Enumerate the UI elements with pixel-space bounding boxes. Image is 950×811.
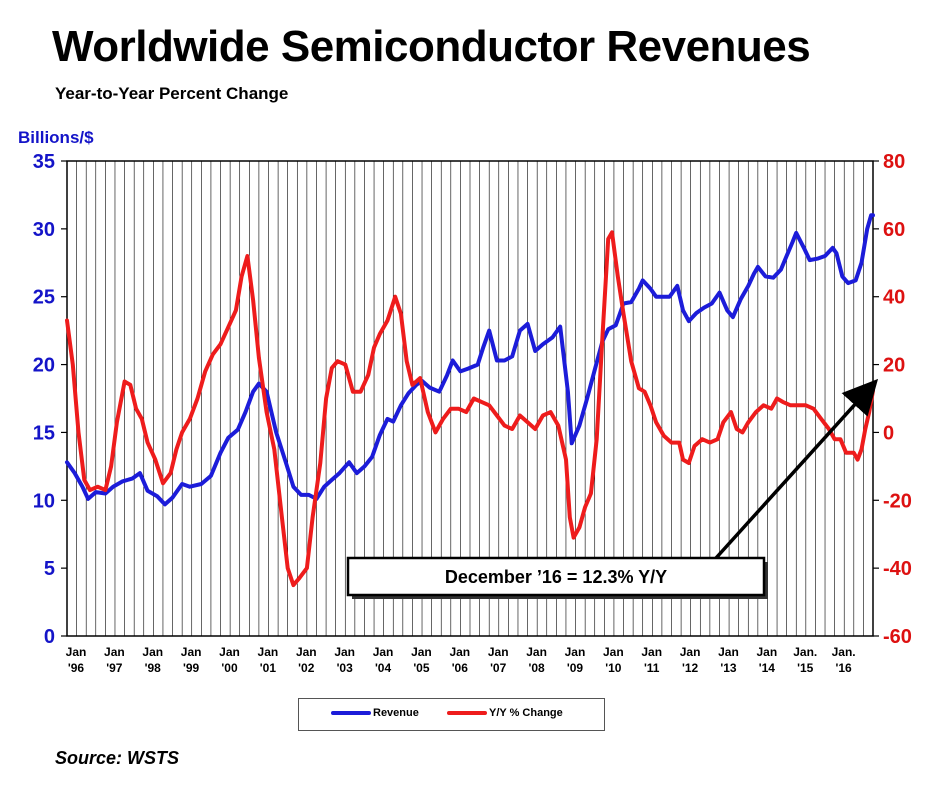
x-tick-label-year: '08 bbox=[528, 661, 545, 675]
series-lines bbox=[65, 213, 875, 588]
right-tick-label: 60 bbox=[883, 219, 905, 241]
left-tick-label: 35 bbox=[33, 151, 55, 173]
right-tick-label: -40 bbox=[883, 558, 912, 580]
revenue-line bbox=[65, 213, 875, 507]
x-tick-label-year: '04 bbox=[375, 661, 392, 675]
x-tick-label-month: Jan bbox=[66, 645, 87, 659]
x-tick-label-year: '12 bbox=[682, 661, 699, 675]
x-tick-label-year: '96 bbox=[68, 661, 85, 675]
legend-swatch-yoy bbox=[447, 711, 487, 715]
chart-subtitle: Year-to-Year Percent Change bbox=[55, 84, 289, 103]
x-tick-label-year: '16 bbox=[836, 661, 853, 675]
x-tick-label-month: Jan bbox=[680, 645, 701, 659]
x-tick-label-month: Jan bbox=[526, 645, 547, 659]
x-tick-label-year: '01 bbox=[260, 661, 277, 675]
x-tick-label-month: Jan bbox=[603, 645, 624, 659]
legend-item-yoy: Y/Y % Change bbox=[447, 707, 563, 719]
legend-label-revenue: Revenue bbox=[373, 707, 419, 719]
x-tick-label-month: Jan bbox=[104, 645, 125, 659]
x-tick-label-month: Jan. bbox=[793, 645, 817, 659]
annotation-box bbox=[346, 556, 766, 597]
right-tick-label: -20 bbox=[883, 490, 912, 512]
legend-swatch-revenue bbox=[331, 711, 371, 715]
x-tick-label-month: Jan bbox=[757, 645, 778, 659]
x-tick-label-month: Jan bbox=[449, 645, 470, 659]
x-tick-label-year: '98 bbox=[145, 661, 162, 675]
x-tick-label-year: '15 bbox=[797, 661, 814, 675]
x-tick-label-month: Jan bbox=[334, 645, 355, 659]
x-tick-label-year: '03 bbox=[337, 661, 354, 675]
x-tick-label-month: Jan. bbox=[832, 645, 856, 659]
annotation-text: December ’16 = 12.3% Y/Y bbox=[445, 567, 667, 587]
left-tick-label: 10 bbox=[33, 490, 55, 512]
x-tick-label-month: Jan bbox=[181, 645, 202, 659]
x-tick-label-month: Jan bbox=[219, 645, 240, 659]
x-tick-label-year: '09 bbox=[567, 661, 584, 675]
x-tick-label-year: '05 bbox=[413, 661, 430, 675]
left-tick-label: 0 bbox=[44, 626, 55, 648]
x-tick-label-year: '07 bbox=[490, 661, 507, 675]
legend-item-revenue: Revenue bbox=[331, 707, 419, 719]
x-tick-label-month: Jan bbox=[718, 645, 739, 659]
chart-legend: Revenue Y/Y % Change bbox=[298, 698, 605, 731]
yoy-change-line bbox=[65, 230, 875, 588]
legend-label-yoy: Y/Y % Change bbox=[489, 707, 563, 719]
x-tick-label-month: Jan bbox=[641, 645, 662, 659]
annotation-group: December ’16 = 12.3% Y/Y bbox=[346, 378, 879, 599]
x-tick-label-year: '11 bbox=[644, 661, 660, 675]
x-tick-label-month: Jan bbox=[142, 645, 163, 659]
right-tick-label: -60 bbox=[883, 626, 912, 648]
right-tick-label: 0 bbox=[883, 422, 894, 444]
x-tick-label-year: '02 bbox=[298, 661, 315, 675]
x-tick-label-year: '10 bbox=[605, 661, 622, 675]
left-tick-label: 15 bbox=[33, 422, 55, 444]
left-tick-label: 20 bbox=[33, 355, 55, 377]
left-tick-label: 25 bbox=[33, 287, 55, 309]
x-tick-label-month: Jan bbox=[373, 645, 394, 659]
x-tick-label-year: '97 bbox=[106, 661, 123, 675]
left-tick-label: 5 bbox=[44, 558, 55, 580]
axes: 0 5 10 15 20 25 30 35 -60 -40 -20 0 20 40 60 80 Jan '96 Ja… bbox=[33, 151, 912, 675]
x-tick-label-year: '00 bbox=[221, 661, 238, 675]
page-title: Worldwide Semiconductor Revenues bbox=[52, 22, 811, 71]
x-tick-label-month: Jan bbox=[411, 645, 432, 659]
x-tick-label-month: Jan bbox=[488, 645, 509, 659]
right-tick-label: 80 bbox=[883, 151, 905, 173]
x-tick-label-month: Jan bbox=[258, 645, 279, 659]
x-tick-label-year: '99 bbox=[183, 661, 200, 675]
x-tick-label-year: '14 bbox=[759, 661, 776, 675]
right-tick-label: 40 bbox=[883, 287, 905, 309]
source-note: Source: WSTS bbox=[55, 748, 180, 768]
right-tick-label: 20 bbox=[883, 355, 905, 377]
x-tick-label-month: Jan bbox=[565, 645, 586, 659]
x-tick-label-year: '13 bbox=[720, 661, 737, 675]
left-tick-label: 30 bbox=[33, 219, 55, 241]
left-axis-label: Billions/$ bbox=[18, 128, 94, 147]
x-tick-label-month: Jan bbox=[296, 645, 317, 659]
x-tick-label-year: '06 bbox=[452, 661, 469, 675]
annotation-arrow bbox=[714, 378, 879, 560]
